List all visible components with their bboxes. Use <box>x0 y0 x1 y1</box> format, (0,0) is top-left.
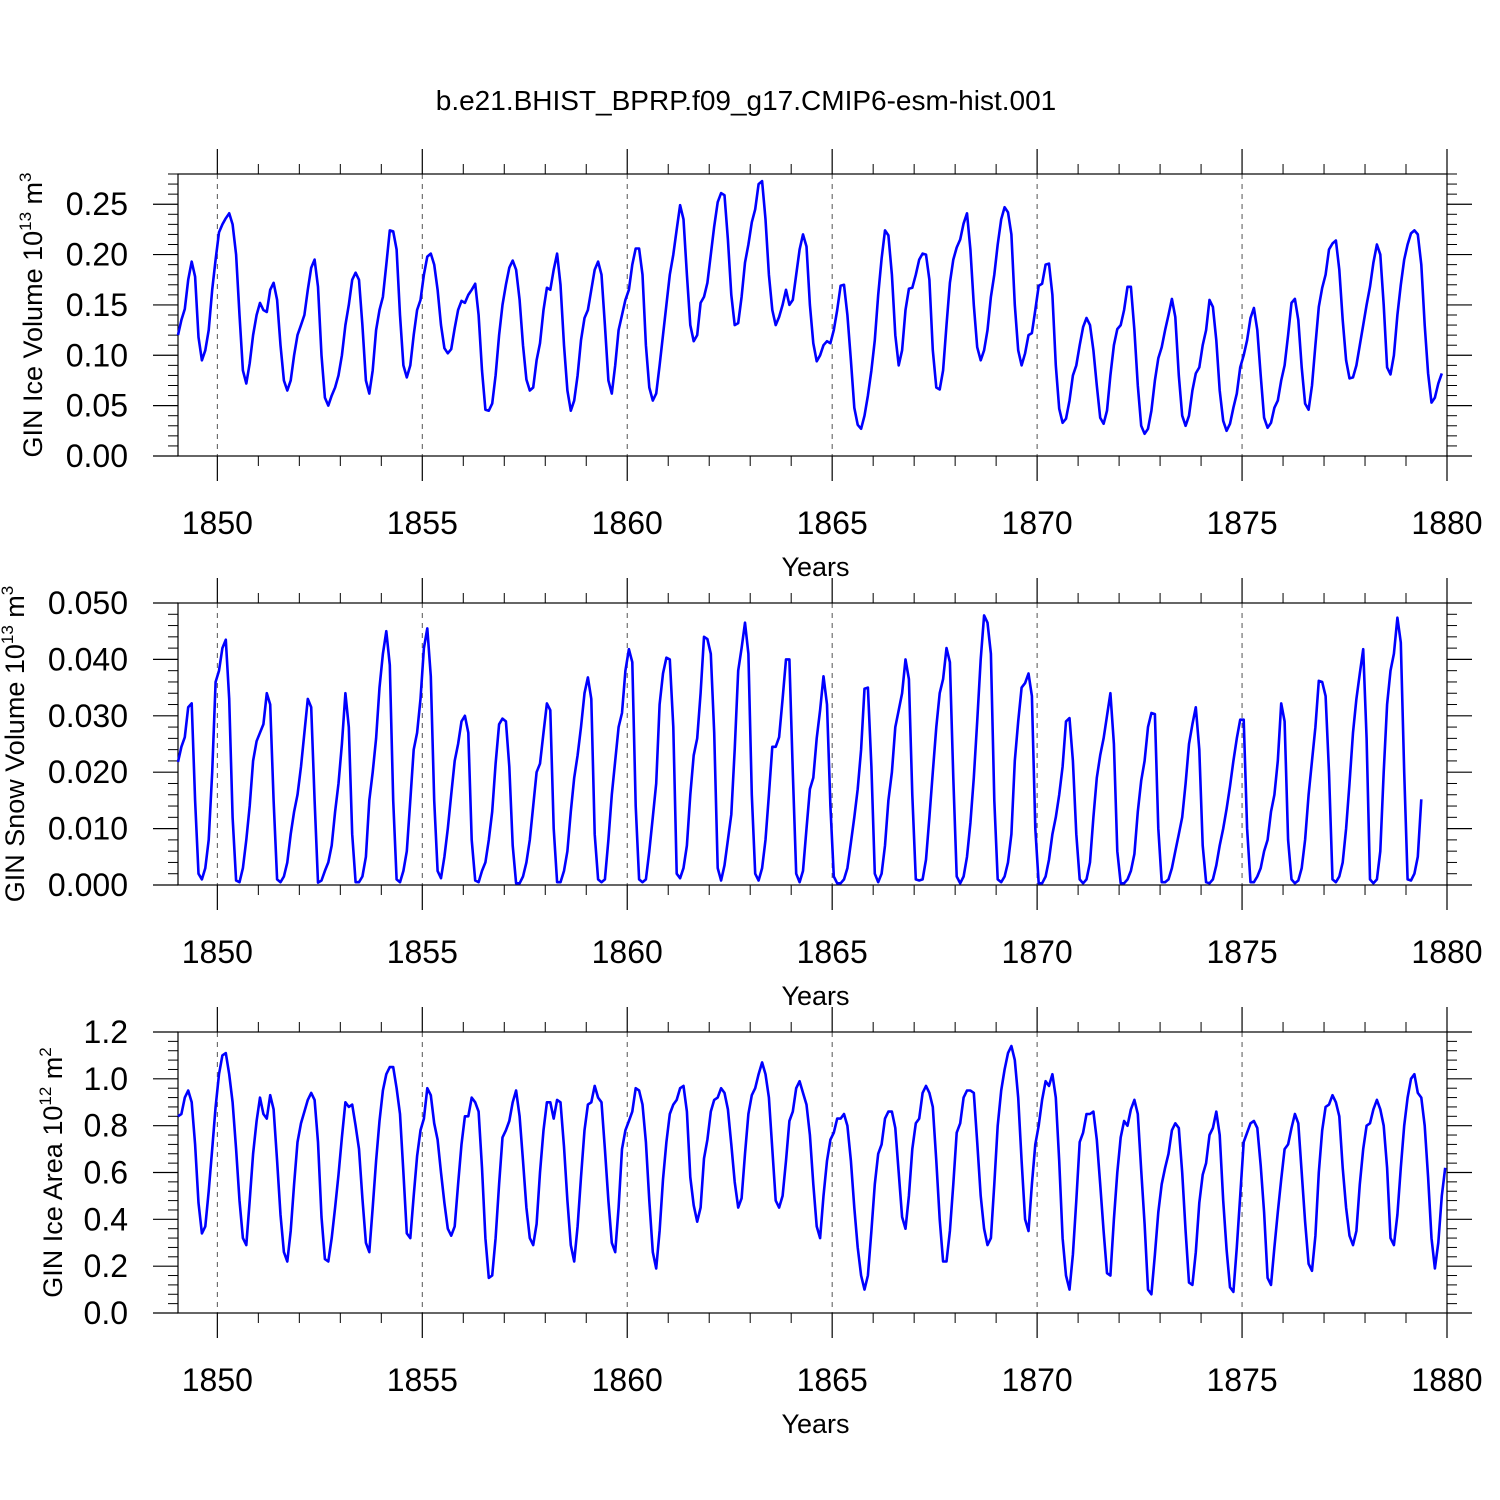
x-tick-label: 1865 <box>797 1362 868 1398</box>
plot-frame <box>177 173 1448 457</box>
series-line <box>176 614 1423 885</box>
x-tick-label: 1870 <box>1002 1362 1073 1398</box>
x-tick-label: 1875 <box>1206 1362 1277 1398</box>
y-tick-label: 0.020 <box>48 754 128 790</box>
x-tick-label: 1870 <box>1002 934 1073 970</box>
y-axis-label: GIN Ice Volume 1013 m3 <box>16 172 48 457</box>
y-tick-label: 0.20 <box>66 237 128 273</box>
x-tick-label: 1855 <box>387 505 458 541</box>
y-axis-label: GIN Ice Area 1012 m2 <box>36 1047 68 1298</box>
panel-3: 1850 1855 1860 1865 1870 1875 1880 0.0 0.2 0.4 0.6… <box>36 1007 1483 1439</box>
y-tick-label: 1.0 <box>84 1061 128 1097</box>
x-axis-label: Years <box>781 981 849 1011</box>
y-tick-label: 0.6 <box>84 1155 128 1191</box>
x-axis-label: Years <box>781 552 849 582</box>
y-tick-label: 0.2 <box>84 1248 128 1284</box>
x-tick-label: 1880 <box>1411 934 1482 970</box>
x-tick-label: 1855 <box>387 1362 458 1398</box>
plot-frame <box>177 602 1448 886</box>
y-tick-label: 0.0 <box>84 1295 128 1331</box>
series-line <box>177 1044 1447 1296</box>
x-tick-label: 1860 <box>592 505 663 541</box>
x-tick-label: 1875 <box>1206 505 1277 541</box>
series-line <box>176 179 1444 436</box>
chart-title: b.e21.BHIST_BPRP.f09_g17.CMIP6-esm-hist.… <box>436 85 1056 116</box>
y-tick-label: 0.050 <box>48 585 128 621</box>
y-tick-label: 0.00 <box>66 438 128 474</box>
x-tick-label: 1850 <box>182 934 253 970</box>
y-tick-label: 0.8 <box>84 1108 128 1144</box>
y-tick-label: 0.4 <box>84 1201 128 1237</box>
x-tick-label: 1870 <box>1002 505 1073 541</box>
x-axis-label: Years <box>781 1409 849 1439</box>
y-tick-label: 0.010 <box>48 811 128 847</box>
y-tick-label: 0.25 <box>66 186 128 222</box>
panel-2: 1850 1855 1860 1865 1870 1875 1880 0.000 0.010 0.… <box>0 578 1483 1011</box>
y-axis-label: GIN Snow Volume 1013 m3 <box>0 586 30 903</box>
y-tick-label: 0.10 <box>66 337 128 373</box>
x-tick-label: 1880 <box>1411 1362 1482 1398</box>
x-tick-label: 1860 <box>592 934 663 970</box>
y-tick-label: 0.030 <box>48 698 128 734</box>
y-tick-label: 0.040 <box>48 641 128 677</box>
y-tick-label: 0.15 <box>66 287 128 323</box>
x-tick-label: 1855 <box>387 934 458 970</box>
y-tick-label: 1.2 <box>84 1014 128 1050</box>
x-tick-label: 1865 <box>797 934 868 970</box>
x-tick-label: 1860 <box>592 1362 663 1398</box>
y-tick-label: 0.000 <box>48 867 128 903</box>
x-tick-label: 1875 <box>1206 934 1277 970</box>
x-tick-label: 1850 <box>182 505 253 541</box>
x-tick-label: 1865 <box>797 505 868 541</box>
y-tick-label: 0.05 <box>66 388 128 424</box>
panel-1: 1850 1855 1860 1865 1870 1875 1880 0.00 0.05 0.10… <box>16 149 1483 582</box>
x-tick-label: 1850 <box>182 1362 253 1398</box>
x-tick-label: 1880 <box>1411 505 1482 541</box>
